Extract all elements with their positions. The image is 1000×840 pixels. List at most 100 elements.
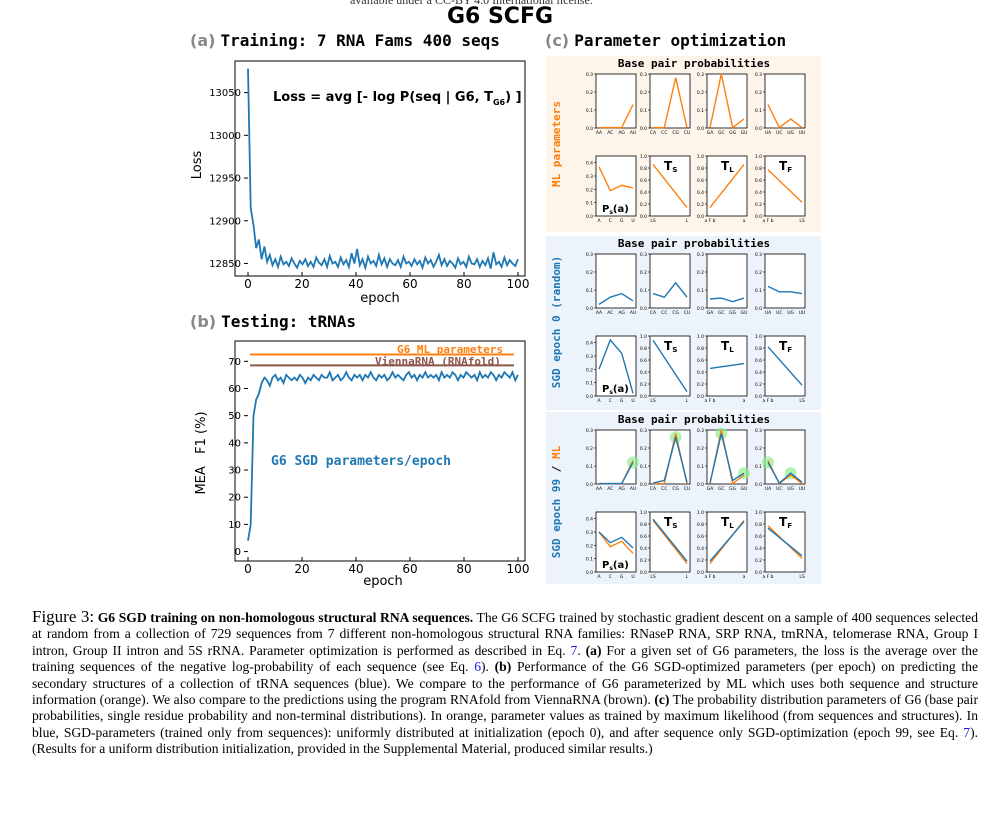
transition-plot: 0.0 0.2 0.4 0.6 0.8 1.0 LS L TS	[640, 510, 691, 580]
x-tick-label: a	[743, 575, 746, 580]
y-axis-label: MEA F1 (%)	[194, 411, 209, 494]
series-line	[767, 104, 803, 129]
y-tick-label: 0.0	[755, 214, 762, 220]
bp-prob-plot: 0.0 0.1 0.2 0.3 AA AC AG AU	[586, 252, 637, 316]
y-tick-label: 0.8	[697, 346, 704, 352]
x-tick-label: GC	[718, 486, 725, 492]
y-tick-label: 0.2	[755, 202, 762, 208]
x-tick-label: GA	[707, 130, 714, 136]
transition-plot: 0.0 0.2 0.4 0.6 0.8 1.0 a F b LS TF	[755, 510, 806, 580]
x-tick-label: LS	[799, 218, 805, 224]
y-tick-label: 0.4	[755, 190, 762, 196]
x-tick-label: a	[743, 219, 746, 224]
series-line	[598, 338, 634, 394]
y-tick-label: 0	[235, 547, 241, 558]
x-tick-label: AC	[607, 486, 613, 492]
bp-prob-plot: 0.0 0.1 0.2 0.3 CA CC CG CU	[640, 428, 691, 492]
y-tick-label: 0.0	[586, 570, 593, 576]
x-tick-label: CU	[684, 310, 690, 316]
series-line	[652, 437, 688, 484]
param-label: TF	[779, 515, 792, 530]
x-tick-label: CC	[661, 310, 667, 316]
y-tick-label: 13000	[209, 131, 241, 142]
series-line	[767, 462, 803, 485]
y-tick-label: 0.2	[640, 558, 647, 564]
bp-prob-plot: 0.0 0.1 0.2 0.3 AA AC AG AU	[586, 72, 637, 136]
ps-plot: 0.0 0.1 0.2 0.3 0.4 A C G UPs(a)	[586, 511, 637, 580]
series-line	[709, 433, 745, 484]
mini-frame	[595, 155, 637, 217]
param-label: Ps(a)	[602, 560, 629, 572]
x-tick-label: G	[620, 218, 624, 224]
series-line	[598, 531, 634, 549]
caption-text: .	[577, 642, 586, 658]
caption-part-c: (c)	[654, 692, 670, 708]
caption-text: For a given set of G6 parameters, the lo…	[32, 642, 979, 675]
y-tick-label: 0.3	[697, 252, 704, 258]
x-tick-label: CG	[672, 310, 679, 316]
license-note: available under a CC-BY 4.0 Internationa…	[350, 0, 593, 7]
epoch0-section-title: Base pair probabilities	[618, 237, 770, 250]
y-tick-label: 0.3	[586, 354, 593, 360]
y-tick-label: 0.0	[640, 306, 647, 312]
y-tick-label: 1.0	[755, 334, 762, 340]
figure-title: G6 SCFG	[446, 4, 554, 29]
x-tick-label: AC	[607, 310, 613, 316]
y-tick-label: 0.2	[697, 90, 704, 96]
x-tick-label: C	[609, 574, 612, 580]
x-tick-label: CU	[684, 130, 690, 136]
y-tick-label: 0.8	[640, 346, 647, 352]
panel-a-letter: (a)	[190, 31, 216, 50]
y-tick-label: 0.3	[697, 72, 704, 78]
y-tick-label: 0.1	[586, 557, 593, 563]
x-tick-label: LS	[799, 398, 805, 404]
param-label: TL	[721, 515, 734, 530]
y-tick-label: 0.6	[755, 534, 762, 540]
y-axis-label: Loss	[190, 151, 205, 180]
x-tick-label: 0	[244, 562, 252, 576]
epoch0-section-label: SGD epoch 0 (random)	[550, 256, 563, 388]
y-tick-label: 0.1	[586, 108, 593, 114]
series-line	[599, 104, 634, 129]
panel-c-letter: (c)	[545, 31, 570, 50]
y-tick-label: 0.3	[586, 530, 593, 536]
x-tick-label: GG	[729, 486, 736, 492]
panel-a-heading: (a) Training: 7 RNA Fams 400 seqs	[190, 31, 500, 50]
x-tick-label: UC	[776, 486, 782, 492]
y-tick-label: 0.0	[755, 394, 762, 400]
y-tick-label: 0.0	[697, 394, 704, 400]
series-line	[709, 297, 745, 303]
y-tick-label: 0.2	[640, 90, 647, 96]
y-tick-label: 0.1	[697, 108, 704, 114]
y-tick-label: 0.0	[586, 214, 593, 220]
transition-plot: 0.0 0.2 0.4 0.6 0.8 1.0 a F b LS TF	[755, 154, 806, 224]
y-tick-label: 0.3	[640, 428, 647, 434]
y-tick-label: 0.0	[586, 126, 593, 132]
x-tick-label: 100	[507, 562, 530, 576]
y-tick-label: 0.0	[697, 214, 704, 220]
y-tick-label: 0.6	[697, 534, 704, 540]
y-tick-label: 0.4	[697, 546, 704, 552]
x-tick-label: a F b	[762, 398, 773, 404]
y-tick-label: 0.2	[697, 202, 704, 208]
y-tick-label: 12850	[209, 259, 241, 270]
x-tick-label: 40	[348, 562, 363, 576]
param-label: TF	[779, 159, 792, 174]
bp-prob-plot: 0.0 0.1 0.2 0.3 UA UC UG UU	[755, 72, 806, 136]
bp-prob-plot: 0.0 0.1 0.2 0.3 AA AC AG AU	[586, 428, 639, 492]
panel-a-title: Training: 7 RNA Fams 400 seqs	[220, 31, 500, 50]
eq-ref-link[interactable]: 7	[963, 724, 971, 740]
y-tick-label: 1.0	[697, 510, 704, 516]
y-tick-label: 1.0	[697, 334, 704, 340]
vienna-legend-label: ViennaRNA (RNAfold)	[375, 355, 501, 368]
param-label: Ps(a)	[602, 204, 629, 216]
y-tick-label: 0.4	[640, 546, 647, 552]
eq-ref-link[interactable]: 7	[570, 642, 578, 658]
panel-c-title: Parameter optimization	[574, 31, 787, 50]
x-tick-label: L	[686, 574, 689, 580]
x-tick-label: A	[597, 574, 601, 580]
x-tick-label: GU	[741, 130, 748, 136]
eq-ref-link[interactable]: 6	[474, 659, 481, 675]
y-tick-label: 0.6	[640, 534, 647, 540]
loss-series-line	[247, 68, 519, 271]
